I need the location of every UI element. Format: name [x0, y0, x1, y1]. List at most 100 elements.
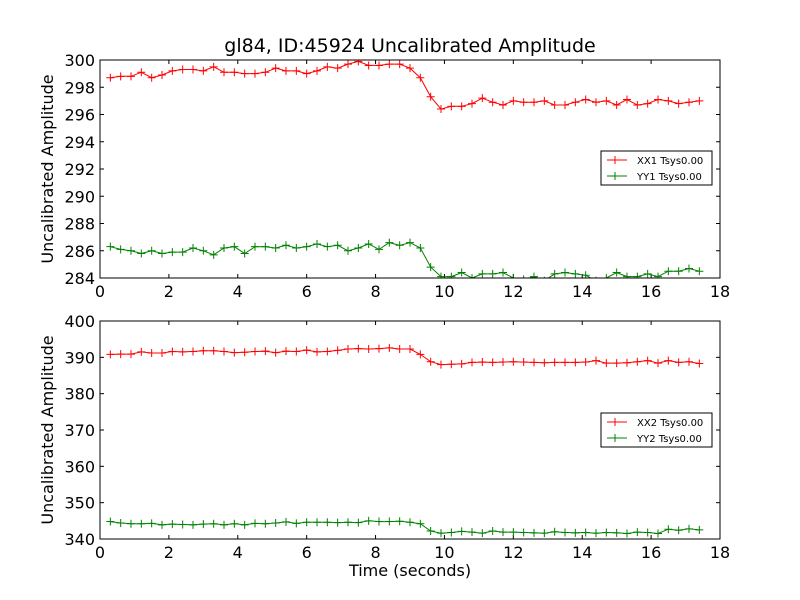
data-point — [364, 61, 373, 70]
data-point — [344, 518, 352, 527]
data-point — [375, 344, 383, 353]
data-point — [178, 248, 187, 257]
data-point — [664, 525, 673, 534]
data-point — [147, 348, 156, 357]
legend: XX2 Tsys0.00 YY2 Tsys0.00 — [600, 412, 713, 448]
data-point — [230, 519, 239, 528]
data-point — [530, 98, 538, 107]
y-tick-label: 288 — [64, 215, 95, 234]
data-point — [561, 358, 569, 367]
data-point — [509, 357, 518, 366]
series-line — [110, 60, 700, 110]
data-point — [313, 239, 321, 248]
x-tick-label: 4 — [233, 282, 243, 301]
data-point — [220, 68, 228, 77]
data-point — [323, 518, 332, 527]
data-point — [488, 98, 497, 107]
data-point — [302, 346, 311, 355]
legend-label: YY2 Tsys0.00 — [636, 434, 702, 445]
data-point — [478, 269, 487, 278]
data-point — [375, 61, 383, 70]
data-point — [230, 348, 239, 357]
data-point — [178, 520, 187, 529]
data-point — [499, 268, 507, 277]
x-tick-label: 10 — [434, 543, 454, 562]
data-point — [354, 244, 363, 253]
data-point — [209, 62, 218, 71]
data-point — [261, 68, 270, 77]
data-point — [406, 64, 414, 73]
data-point — [240, 348, 249, 357]
data-point — [561, 528, 569, 537]
data-point — [333, 518, 342, 527]
data-point — [354, 518, 363, 527]
data-point — [261, 347, 270, 356]
data-point — [602, 359, 611, 368]
data-point — [416, 244, 425, 253]
x-tick-label: 14 — [572, 282, 592, 301]
data-point — [509, 528, 518, 537]
data-point — [313, 66, 321, 75]
data-point — [478, 358, 487, 367]
data-point — [199, 66, 208, 75]
data-point — [592, 529, 600, 538]
x-tick-label: 8 — [370, 282, 380, 301]
legend-label: YY1 Tsys0.00 — [636, 172, 702, 183]
data-point — [333, 241, 342, 250]
data-point — [550, 269, 559, 278]
y-tick-label: 370 — [64, 421, 95, 440]
data-point — [509, 96, 518, 105]
data-point — [633, 100, 642, 109]
data-point — [127, 519, 135, 528]
data-point — [271, 244, 280, 253]
x-tick-label: 4 — [233, 543, 243, 562]
data-point — [385, 60, 394, 69]
data-point — [695, 525, 704, 534]
data-point — [633, 528, 642, 537]
data-point — [106, 350, 115, 359]
data-point — [199, 246, 208, 255]
data-point — [509, 274, 518, 278]
y-tick-label: 286 — [64, 242, 95, 261]
data-point — [685, 264, 693, 273]
data-point — [571, 358, 580, 367]
bottom-plot: Uncalibrated Amplitude Time (seconds) 0 2… — [38, 312, 730, 580]
data-point — [333, 346, 342, 355]
data-point — [220, 347, 228, 356]
x-tick-label: 0 — [95, 282, 105, 301]
data-point — [468, 358, 476, 367]
series-group — [106, 60, 704, 278]
data-point — [488, 358, 497, 367]
data-point — [189, 520, 197, 529]
data-point — [695, 96, 704, 105]
data-point — [581, 358, 590, 367]
y-tick-label: 390 — [64, 348, 95, 367]
data-point — [519, 528, 528, 537]
data-point — [488, 527, 497, 536]
data-point — [209, 250, 218, 259]
data-point — [581, 95, 590, 104]
x-tick-label: 18 — [710, 543, 730, 562]
data-point — [530, 272, 538, 278]
data-point — [561, 100, 569, 109]
data-point — [199, 346, 208, 355]
data-point — [695, 267, 704, 276]
data-point — [695, 359, 704, 368]
data-point — [106, 73, 115, 82]
data-point — [523, 275, 525, 278]
data-point — [426, 357, 435, 366]
data-point — [271, 519, 280, 528]
data-point — [488, 269, 497, 278]
data-point — [158, 249, 166, 258]
data-point — [654, 95, 662, 104]
data-point — [623, 358, 631, 367]
data-point — [654, 272, 662, 278]
data-point — [416, 73, 425, 82]
x-tick-label: 0 — [95, 543, 105, 562]
legend-marker — [611, 434, 619, 442]
data-point — [354, 60, 363, 66]
data-point — [468, 528, 476, 537]
y-axis-label: Uncalibrated Amplitude — [38, 74, 57, 263]
data-point — [147, 246, 156, 255]
data-point — [612, 100, 621, 109]
